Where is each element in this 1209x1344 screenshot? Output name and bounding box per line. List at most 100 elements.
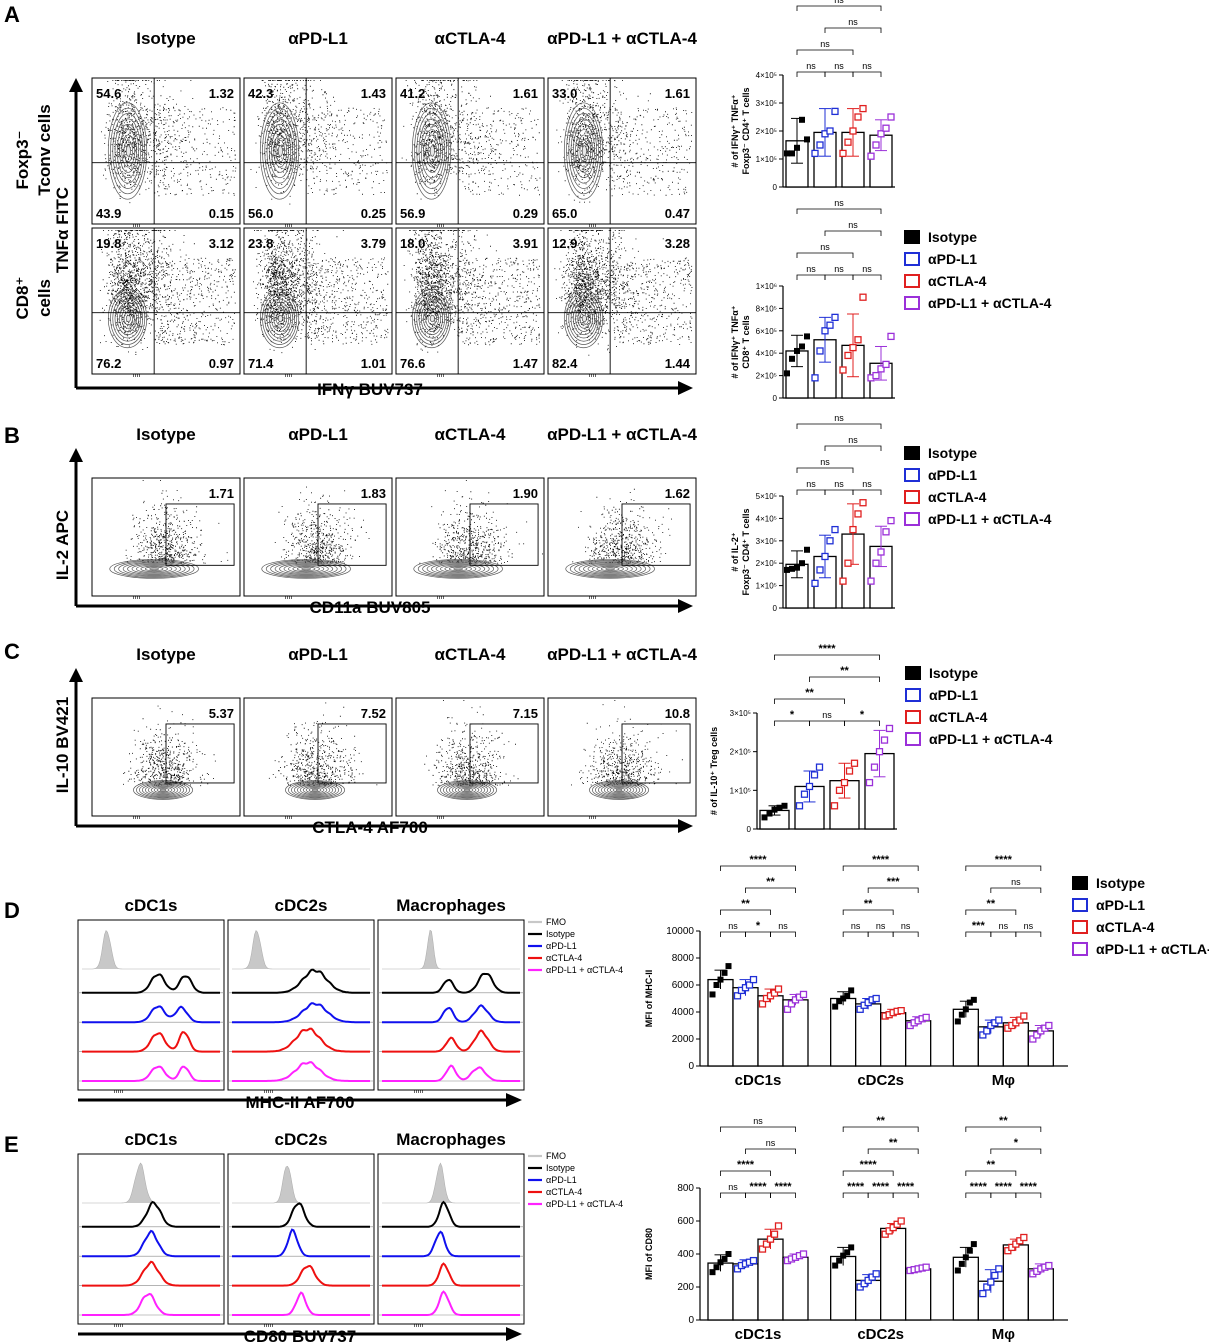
- density-contour: [574, 560, 647, 577]
- data-point: [897, 1007, 905, 1015]
- density-contour: [121, 134, 135, 168]
- gate-value: 5.37: [209, 706, 234, 721]
- legend-d: Isotype αPD-L1 αCTLA-4 αPD-L1 + αCTLA-4: [1072, 875, 1209, 957]
- column-header: αCTLA-4: [435, 29, 506, 48]
- density-contour: [589, 780, 649, 800]
- data-point: [882, 528, 890, 536]
- group-label: cDC1s: [735, 1072, 782, 1089]
- histogram-legend-label: αPD-L1 + αCTLA-4: [546, 965, 623, 975]
- density-contour: [595, 782, 644, 798]
- row-label-cells: cells: [35, 279, 54, 317]
- data-point: [762, 1240, 771, 1248]
- condition-histogram: [382, 1290, 520, 1316]
- density-contour: [268, 123, 291, 179]
- significance-bracket: [867, 887, 919, 893]
- column-header: αPD-L1: [288, 645, 348, 664]
- data-point: [882, 124, 890, 132]
- density-contour: [422, 560, 495, 577]
- gate-value: 1.62: [665, 486, 690, 501]
- y-tick-label: 0: [688, 1061, 694, 1072]
- data-point: [854, 113, 862, 121]
- density-contour: [261, 559, 351, 579]
- data-point: [877, 130, 885, 138]
- quadrant-ll-value: 43.9: [96, 206, 121, 221]
- data-point: [859, 293, 867, 301]
- y-axis-title: Foxp3⁻ CD4⁺ T cells: [741, 508, 751, 595]
- quadrant-ul-value: 18.0: [400, 236, 425, 251]
- density-contour: [262, 292, 298, 345]
- data-point: [836, 998, 843, 1005]
- data-point: [811, 149, 819, 158]
- significance-label: ****: [749, 854, 767, 866]
- x-axis-title: CTLA-4 AF700: [312, 818, 428, 837]
- significance-bracket: [774, 720, 810, 726]
- significance-bracket: [990, 1192, 1017, 1198]
- quadrant-ul-value: 41.2: [400, 86, 425, 101]
- chart-c1: 0 1×10⁵ 2×10⁵ 3×10⁵ # of IL-10⁺ Treg cells * n…: [709, 643, 897, 834]
- condition-histogram: [382, 972, 520, 994]
- bar: [1002, 1022, 1029, 1067]
- density-contour: [277, 145, 283, 157]
- data-point: [816, 347, 824, 355]
- data-point: [872, 141, 880, 149]
- data-point: [804, 136, 810, 143]
- column-header: αPD-L1: [288, 425, 348, 444]
- data-point: [831, 313, 839, 322]
- density-contour: [427, 139, 437, 163]
- y-axis-title: IL-2 APC: [53, 510, 72, 580]
- x-axis-arrowhead: [678, 381, 693, 395]
- quadrant-lr-value: 0.25: [361, 206, 386, 221]
- density-contour: [119, 129, 137, 173]
- density-contour: [123, 311, 133, 326]
- histogram-column-header: cDC1s: [125, 896, 178, 915]
- data-point: [848, 987, 855, 994]
- significance-bracket: [842, 909, 894, 915]
- density-contour: [423, 129, 441, 173]
- histogram-legend-label: FMO: [546, 917, 566, 927]
- significance-bracket: [867, 931, 894, 937]
- density-contour: [264, 295, 296, 342]
- data-point: [830, 802, 839, 810]
- quadrant-ul-value: 23.8: [248, 236, 273, 251]
- data-point: [966, 1247, 973, 1254]
- data-point: [774, 1222, 783, 1230]
- data-point: [870, 763, 879, 771]
- significance-bracket: [990, 931, 1017, 937]
- density-contour: [259, 102, 300, 200]
- significance-label: ns: [766, 1138, 776, 1148]
- density-contour: [572, 301, 595, 336]
- density-contour: [144, 566, 164, 572]
- legend-swatch: [905, 710, 921, 724]
- y-tick-label: 0: [773, 394, 778, 403]
- panel-b-column-headers: Isotype αPD-L1 αCTLA-4 αPD-L1 + αCTLA-4: [136, 425, 697, 444]
- density-contour: [418, 298, 446, 339]
- significance-bracket: [720, 865, 796, 871]
- density-contour: [273, 308, 287, 329]
- panel-a-row1-plot: 42.3 1.43 56.0 0.25: [243, 77, 393, 227]
- data-point: [826, 321, 834, 329]
- flow-cytometry-layer: Isotype αPD-L1 αCTLA-4 αPD-L1 + αCTLA-4 54.6…: [13, 29, 697, 837]
- data-point: [867, 577, 875, 585]
- data-point: [799, 560, 805, 567]
- panel-a-row2-plot: 19.8 3.12 76.2 0.97: [91, 227, 241, 377]
- y-axis-arrowhead: [69, 78, 83, 92]
- data-point: [877, 548, 885, 556]
- condition-histogram: [382, 1230, 520, 1258]
- condition-histogram: [82, 1260, 220, 1287]
- legend-label: αPD-L1 + αCTLA-4: [1096, 941, 1209, 957]
- significance-bracket: [892, 1192, 919, 1198]
- legend-swatch: [1072, 876, 1088, 890]
- density-contour: [292, 565, 320, 573]
- histogram-legend-label: αPD-L1 + αCTLA-4: [546, 1199, 623, 1209]
- histogram-column-header: Macrophages: [396, 1130, 506, 1149]
- density-contour: [429, 145, 435, 157]
- fmo-histogram: [382, 929, 520, 970]
- density-contour: [141, 783, 185, 797]
- y-tick-label: 0: [747, 825, 752, 834]
- data-point: [713, 1264, 720, 1271]
- significance-bracket: [965, 865, 1042, 871]
- legend-label: αPD-L1: [1096, 897, 1145, 913]
- legend-label: Isotype: [1096, 875, 1145, 891]
- significance-label: *: [1014, 1137, 1019, 1149]
